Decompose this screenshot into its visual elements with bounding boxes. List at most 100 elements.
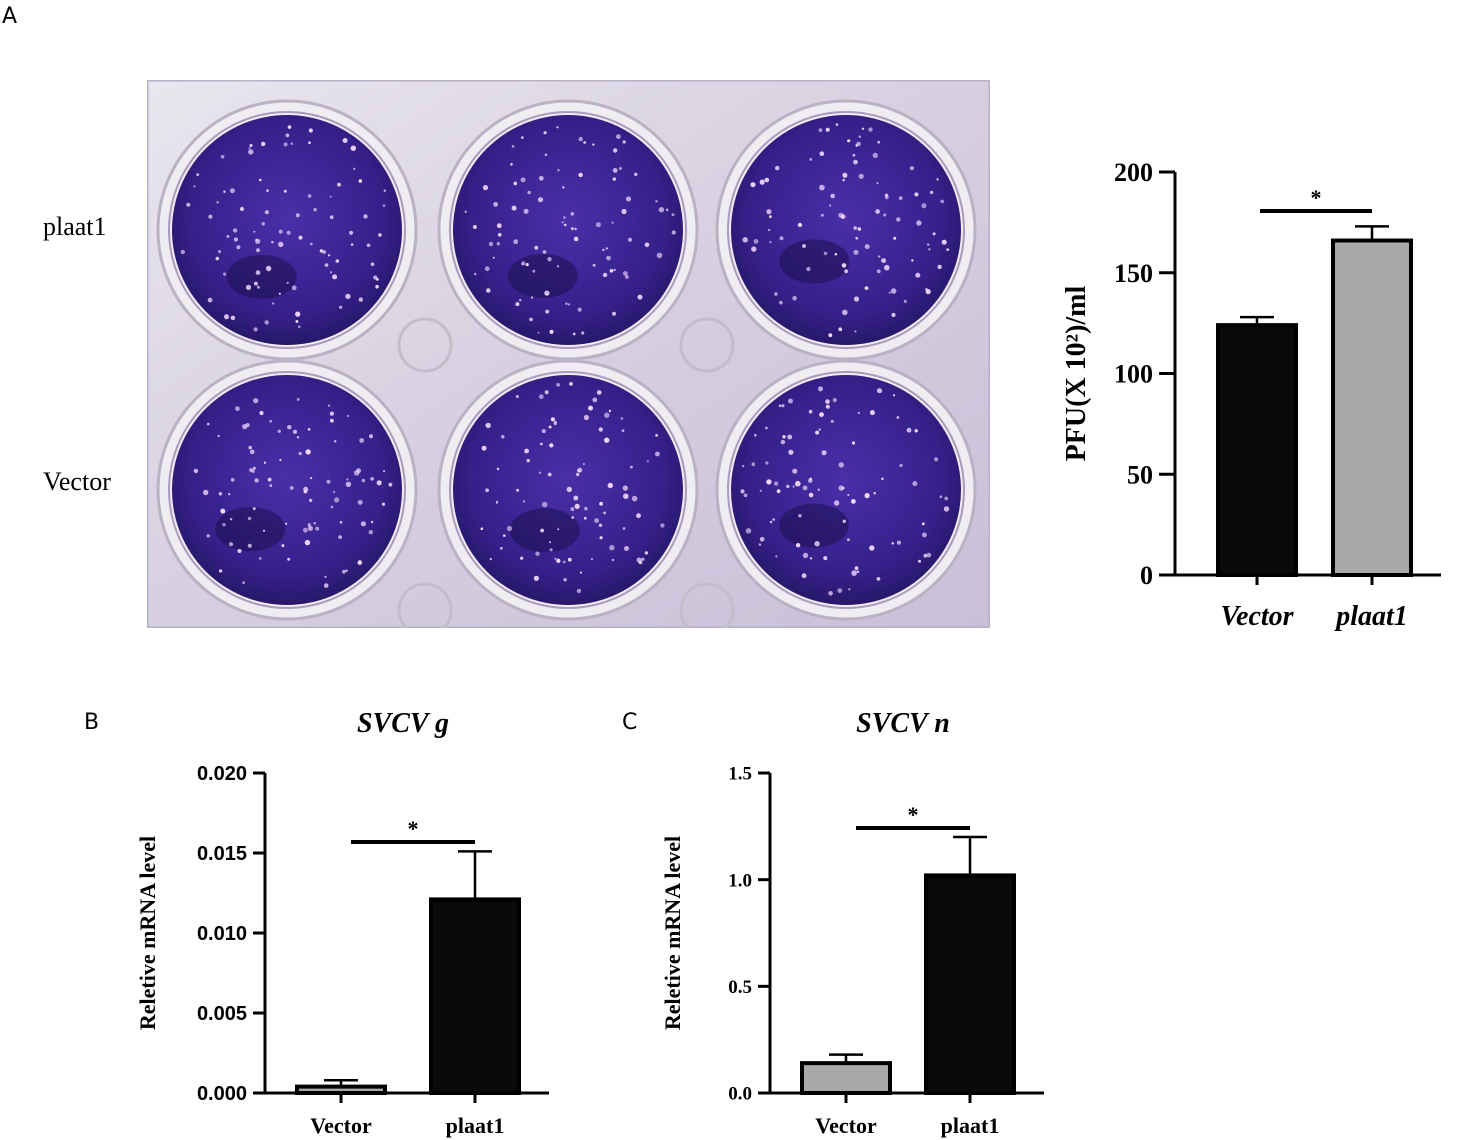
plaque bbox=[838, 485, 844, 491]
plaque bbox=[308, 141, 311, 145]
plaque bbox=[881, 258, 886, 263]
plaque bbox=[638, 560, 643, 565]
plaque bbox=[358, 179, 363, 183]
plaque bbox=[388, 482, 393, 487]
plaque bbox=[326, 479, 331, 484]
y-tick-label: 200 bbox=[1114, 158, 1153, 187]
y-tick-label: 0.010 bbox=[197, 923, 247, 945]
plaque bbox=[353, 167, 356, 170]
plaque bbox=[925, 289, 931, 295]
panel-letter-b: B bbox=[84, 710, 100, 735]
plaque bbox=[769, 241, 772, 244]
plaque bbox=[928, 248, 931, 251]
plaque bbox=[769, 215, 772, 219]
plaque bbox=[745, 528, 752, 534]
plaque bbox=[256, 248, 260, 253]
plaque bbox=[570, 227, 574, 231]
plaque bbox=[350, 145, 356, 151]
plaque bbox=[224, 314, 229, 320]
plaque bbox=[630, 465, 633, 469]
plaque bbox=[245, 423, 250, 428]
plaque bbox=[253, 230, 256, 233]
plaque bbox=[338, 535, 342, 539]
x-tick-label: plaat1 bbox=[1334, 601, 1408, 632]
plaque bbox=[232, 228, 238, 233]
plaque bbox=[914, 192, 919, 197]
plaque bbox=[548, 425, 552, 429]
plaque bbox=[809, 158, 813, 161]
plaque bbox=[307, 525, 313, 531]
plaque bbox=[574, 227, 577, 231]
plaque bbox=[515, 302, 520, 307]
y-tick-label: 0.000 bbox=[197, 1083, 247, 1105]
plaque bbox=[278, 292, 281, 295]
plaque bbox=[346, 414, 350, 418]
plaque bbox=[208, 214, 213, 219]
plaque bbox=[265, 265, 272, 272]
plaque bbox=[604, 412, 610, 418]
plaque bbox=[269, 484, 273, 487]
plaque bbox=[883, 213, 887, 217]
plaque bbox=[259, 410, 264, 416]
plaque bbox=[605, 247, 608, 250]
plaque bbox=[795, 543, 801, 548]
plaque bbox=[565, 302, 568, 305]
plaque bbox=[892, 394, 896, 397]
plaque bbox=[298, 235, 303, 240]
plaque bbox=[545, 309, 550, 314]
plaque bbox=[768, 228, 771, 232]
plaque bbox=[851, 441, 856, 445]
plaque bbox=[501, 435, 505, 439]
plaque bbox=[854, 330, 857, 333]
chart-C: 0.0 0.5 1.0 1.5 Reletive mRNA level SVCV n Vec… bbox=[660, 708, 1044, 1138]
well-1 bbox=[172, 115, 402, 345]
emboss-mark bbox=[397, 317, 453, 373]
plaque bbox=[248, 149, 254, 155]
plaque bbox=[264, 320, 269, 325]
plaque bbox=[588, 405, 593, 411]
plaque bbox=[923, 553, 928, 558]
bar-plaat1 bbox=[924, 873, 1016, 1096]
plaque bbox=[828, 591, 833, 596]
plaque bbox=[186, 202, 191, 207]
y-tick-label: 0 bbox=[1140, 561, 1153, 590]
stain-patch bbox=[215, 507, 286, 552]
plaque bbox=[602, 248, 605, 252]
plaque bbox=[926, 552, 932, 558]
plaque bbox=[577, 467, 583, 473]
bar-vector bbox=[1216, 323, 1298, 578]
plaque bbox=[556, 126, 559, 129]
plaque bbox=[792, 485, 795, 488]
plaque bbox=[797, 222, 803, 228]
plaque bbox=[847, 493, 850, 496]
plaque bbox=[921, 522, 925, 526]
plaque bbox=[486, 288, 491, 293]
plaque bbox=[249, 144, 253, 147]
plaque bbox=[540, 442, 543, 446]
plaque bbox=[324, 263, 329, 267]
plaque bbox=[510, 163, 513, 166]
plaque bbox=[233, 237, 238, 242]
y-tick-label: 0.5 bbox=[728, 977, 752, 998]
plaque bbox=[245, 284, 252, 290]
plaque bbox=[193, 468, 199, 474]
plaque bbox=[818, 428, 821, 431]
plaque bbox=[782, 435, 786, 439]
plaque bbox=[584, 506, 588, 511]
plaque bbox=[538, 175, 544, 181]
plaque bbox=[888, 291, 891, 294]
plaque bbox=[496, 242, 500, 246]
plaque bbox=[534, 245, 539, 250]
plaque bbox=[542, 250, 547, 254]
plaque bbox=[296, 397, 300, 401]
plaque bbox=[345, 293, 351, 300]
plaque bbox=[541, 501, 548, 508]
bar-vector bbox=[295, 1084, 387, 1095]
plaque bbox=[592, 263, 596, 267]
plaque bbox=[603, 511, 606, 515]
plaque bbox=[206, 422, 210, 426]
plaque bbox=[228, 493, 231, 496]
plate-drawing bbox=[147, 80, 990, 628]
plaque bbox=[554, 557, 557, 560]
panel-letter-a: A bbox=[2, 4, 18, 29]
